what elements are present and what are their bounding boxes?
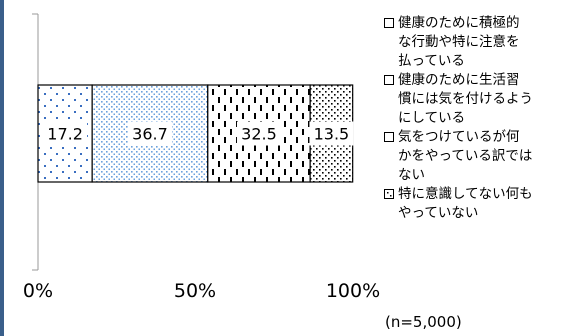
data-label-1: 17.2	[47, 125, 83, 144]
legend-label-line: かをやっている訳では	[398, 148, 533, 164]
legend-label-3: 気をつけているが何 かをやっている訳では ない	[398, 128, 567, 185]
legend-swatch-2	[384, 75, 396, 85]
legend-label-line: 健康のために積極的	[398, 15, 520, 31]
legend-item-4: 特に意識してない何も やっていない	[384, 185, 567, 223]
data-label-bg-4	[309, 121, 354, 146]
legend-label-line: 健康のために生活習	[398, 72, 520, 88]
legend-label-line: やっていない	[398, 205, 479, 221]
x-tick-label-0: 0%	[22, 280, 54, 302]
legend-label-1: 健康のために積極的 な行動や特に注意を 払っている	[398, 14, 567, 71]
legend-swatch-4	[384, 189, 396, 199]
sample-size-note: (n=5,000)	[385, 313, 462, 331]
legend-label-line: 慣には気を付けるよう	[398, 91, 533, 107]
x-tick-label-50: 50%	[173, 280, 217, 302]
data-label-2: 36.7	[132, 125, 168, 144]
data-label-bg-3	[236, 121, 281, 146]
legend-item-3: 気をつけているが何 かをやっている訳では ない	[384, 128, 567, 185]
legend-label-line: な行動や特に注意を	[398, 34, 520, 50]
data-label-3: 32.5	[241, 125, 277, 144]
legend-label-line: にしている	[398, 110, 466, 126]
legend-label-2: 健康のために生活習 慣には気を付けるよう にしている	[398, 71, 567, 128]
legend: 健康のために積極的 な行動や特に注意を 払っている 健康のために生活習 慣には気を付ける…	[384, 14, 567, 223]
data-label-bg-2	[127, 121, 172, 146]
legend-label-line: 気をつけているが何	[398, 129, 520, 145]
data-label-4: 13.5	[314, 125, 350, 144]
legend-item-1: 健康のために積極的 な行動や特に注意を 払っている	[384, 14, 567, 71]
legend-swatch-1	[384, 18, 396, 28]
legend-swatch-3	[384, 132, 396, 142]
left-border	[0, 0, 4, 336]
legend-label-line: 特に意識してない何も	[398, 186, 533, 202]
legend-label-line: 払っている	[398, 53, 465, 69]
legend-label-4: 特に意識してない何も やっていない	[398, 185, 567, 223]
legend-item-2: 健康のために生活習 慣には気を付けるよう にしている	[384, 71, 567, 128]
legend-label-line: ない	[398, 167, 425, 183]
data-label-bg-1	[43, 121, 88, 146]
x-tick-label-100: 100%	[325, 280, 381, 302]
